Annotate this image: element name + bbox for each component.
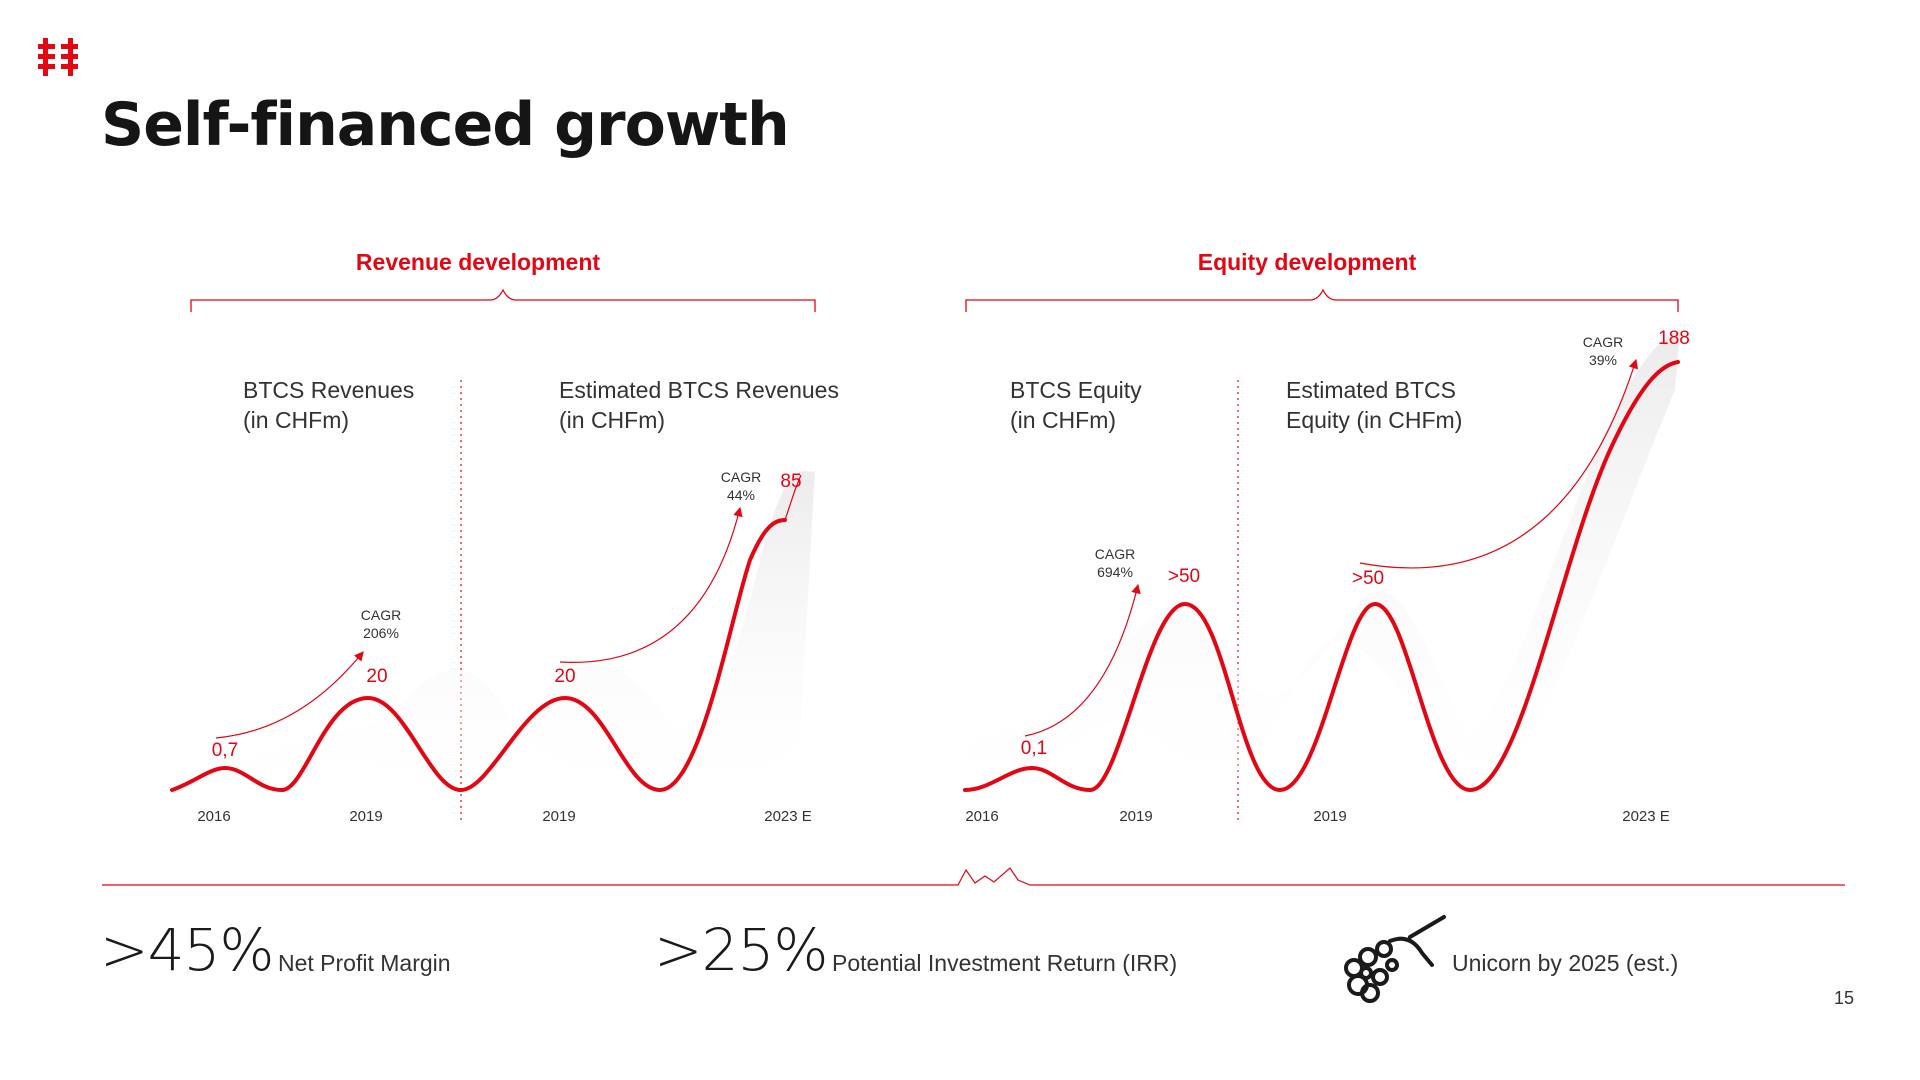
cagr-arrow-equity-hist xyxy=(1024,583,1141,737)
value-label: >50 xyxy=(1351,568,1385,589)
cagr-arrow-revenue-est xyxy=(559,506,743,663)
value-label: 20 xyxy=(366,666,388,687)
revenue-ribbon xyxy=(172,470,815,789)
page-number: 15 xyxy=(1833,988,1854,1008)
btcs-logo-icon xyxy=(38,38,78,76)
cagr-label: CAGR 206% xyxy=(360,607,402,641)
revenue-bracket xyxy=(190,288,816,312)
equity-bracket xyxy=(965,288,1679,312)
x-tick-label: 2019 xyxy=(1313,808,1347,825)
page-title: Self-financed growth xyxy=(101,90,790,160)
kpi-label-net-profit: Net Profit Margin xyxy=(278,950,451,976)
cagr-arrow-revenue-hist xyxy=(215,651,364,739)
value-label: 85 xyxy=(780,471,802,492)
kpi-divider-line xyxy=(102,867,1845,886)
unicorn-icon xyxy=(1344,915,1446,1003)
x-tick-label: 2023 E xyxy=(764,808,812,825)
x-tick-label: 2019 xyxy=(542,808,576,825)
cagr-arrow-equity-est xyxy=(1359,358,1639,569)
value-label: 188 xyxy=(1658,328,1690,349)
x-tick-label: 2016 xyxy=(965,808,999,825)
equity-section-title: Equity development xyxy=(1197,249,1417,275)
panel-label-revenue-hist: BTCS Revenues (in CHFm) xyxy=(243,377,415,433)
equity-curve xyxy=(963,360,1680,793)
x-tick-label: 2019 xyxy=(349,808,383,825)
x-tick-label: 2023 E xyxy=(1622,808,1670,825)
cagr-label: CAGR 44% xyxy=(720,469,762,503)
kpi-value-net-profit: >45% xyxy=(100,916,275,984)
kpi-label-unicorn: Unicorn by 2025 (est.) xyxy=(1452,950,1679,976)
x-tick-label: 2016 xyxy=(197,808,231,825)
panel-label-equity-est: Estimated BTCS Equity (in CHFm) xyxy=(1286,377,1463,433)
cagr-label: CAGR 39% xyxy=(1582,334,1624,368)
revenue-section-title: Revenue development xyxy=(355,249,601,275)
revenue-curve-tail xyxy=(784,474,802,521)
value-label: 20 xyxy=(554,666,576,687)
revenue-curve xyxy=(170,518,787,793)
value-label: >50 xyxy=(1167,566,1201,587)
x-tick-label: 2019 xyxy=(1119,808,1153,825)
cagr-label: CAGR 694% xyxy=(1094,546,1136,580)
panel-label-revenue-est: Estimated BTCS Revenues (in CHFm) xyxy=(559,377,839,433)
panel-label-equity-hist: BTCS Equity (in CHFm) xyxy=(1010,377,1142,433)
kpi-label-irr: Potential Investment Return (IRR) xyxy=(832,950,1178,976)
value-label: 0,7 xyxy=(211,740,239,761)
value-label: 0,1 xyxy=(1020,738,1048,759)
kpi-value-irr: >25% xyxy=(654,916,829,984)
